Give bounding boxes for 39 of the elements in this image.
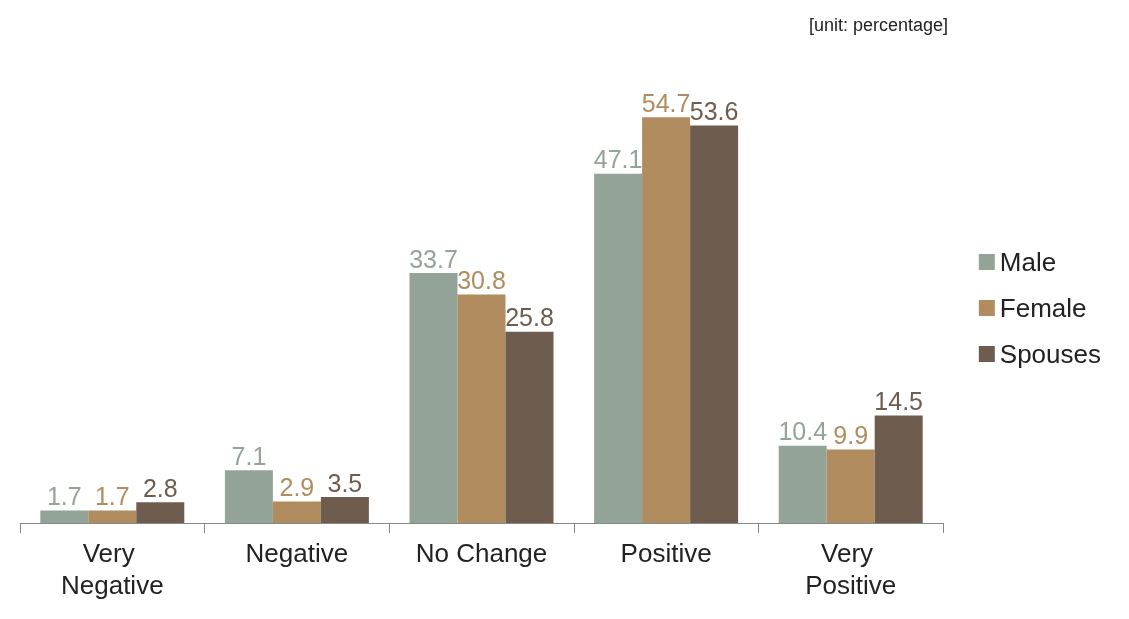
bar: [874, 415, 923, 523]
bar: [690, 125, 739, 523]
legend-label: Male: [999, 247, 1057, 277]
bar: [40, 510, 89, 523]
data-label: 10.4: [778, 417, 828, 446]
legend-label: Female: [999, 293, 1087, 323]
text: [unit: percentage]: [808, 15, 949, 35]
bar: [778, 445, 827, 523]
bar: [457, 294, 506, 523]
x-tick-label: No Change: [415, 538, 548, 568]
bar: [320, 497, 369, 523]
x-tick-label: Very Positive: [805, 538, 897, 600]
data-label: 7.1: [231, 441, 267, 470]
bar: [88, 510, 137, 523]
data-label: 30.8: [457, 266, 506, 295]
data-label: 3.5: [327, 468, 363, 497]
data-label: 14.5: [874, 386, 924, 415]
data-label: 25.8: [505, 303, 554, 332]
data-label: 53.6: [689, 96, 739, 125]
bar: [136, 502, 185, 523]
bar: [826, 449, 875, 523]
legend-label: Spouses: [999, 339, 1102, 369]
data-label: 2.9: [279, 472, 315, 501]
data-label: 9.9: [833, 421, 869, 450]
bar: [224, 470, 273, 523]
data-label: 54.7: [641, 88, 691, 117]
bar: [642, 117, 691, 523]
data-label: 47.1: [593, 145, 643, 174]
x-tick-label: Positive: [620, 538, 712, 568]
bar: [272, 501, 321, 523]
x-tick-label: Very Negative: [60, 538, 164, 600]
bar: [409, 273, 458, 523]
data-label: 2.8: [142, 473, 178, 502]
bar: [505, 331, 554, 523]
bar: [594, 173, 643, 523]
x-tick-label: Negative: [245, 538, 349, 568]
data-label: 1.7: [46, 481, 82, 510]
data-label: 33.7: [409, 244, 458, 273]
data-label: 1.7: [94, 481, 130, 510]
